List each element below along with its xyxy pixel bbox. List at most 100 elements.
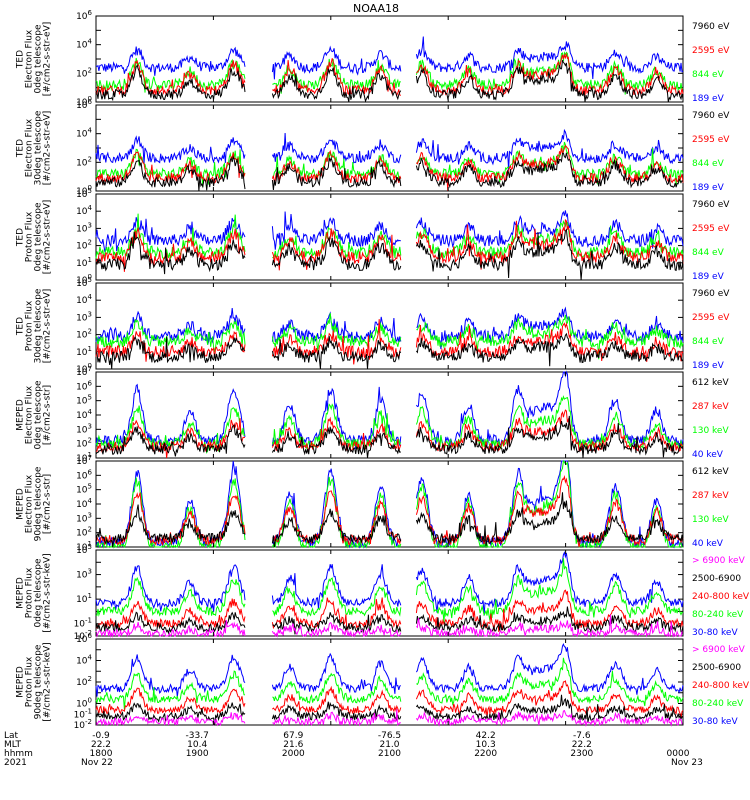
y-axis-label-line: [#/cm2-s-str-eV]	[43, 111, 53, 186]
x-tick-lat: -0.9	[92, 731, 110, 741]
y-tick-base: 10	[76, 296, 88, 306]
y-axis-label-line: TED	[16, 228, 26, 247]
y-tick-label: 103	[76, 310, 92, 323]
legend-entry: 844 eV	[692, 337, 725, 347]
y-axis-label-line: Proton Flux	[25, 211, 35, 262]
y-axis-label-line: 90deg telescope	[34, 466, 44, 541]
y-axis-label-line: Proton Flux	[25, 567, 35, 618]
y-tick-label: 106	[76, 632, 92, 645]
y-tick-base: 10	[76, 425, 88, 435]
y-tick-label: 104	[76, 654, 92, 667]
y-tick-exponent: 6	[88, 9, 93, 17]
y-tick-exponent: 4	[88, 654, 93, 662]
y-tick-label: 107	[76, 365, 92, 378]
y-tick-exponent: 5	[88, 483, 92, 491]
x-tick-hhmm: 2300	[570, 749, 593, 759]
legend-entry: 612 keV	[692, 378, 729, 388]
y-axis-label-line: Electron Flux	[25, 29, 35, 88]
y-tick-exponent: 5	[88, 276, 92, 284]
x-tick-hhmm: 2000	[282, 749, 305, 759]
y-axis-label-line: 0deg telescope	[34, 24, 44, 94]
y-tick-label: 101	[76, 256, 92, 269]
y-tick-base: 10	[76, 411, 88, 421]
y-axis-label-line: 90deg telescope	[34, 644, 44, 719]
x-tick-mlt: 22.2	[572, 740, 592, 750]
legend-entry: 240-800 keV	[692, 592, 750, 602]
legend-entry: 2595 eV	[692, 46, 730, 56]
series-2595-ev	[95, 218, 684, 272]
y-tick-label: 105	[76, 276, 92, 289]
y-tick-label: 104	[76, 497, 92, 510]
legend-entry: 189 eV	[692, 361, 725, 371]
y-tick-label: 10-1	[74, 707, 92, 720]
y-tick-label: 101	[76, 451, 92, 464]
y-tick-base: 10	[76, 514, 88, 524]
y-axis-label-line: [#/cm2-s-str-keV]	[43, 642, 53, 721]
y-axis-label: MEPEDProton Flux0deg telescope[#/cm2-s-s…	[16, 553, 53, 632]
x-axis-labels: LatMLThhmm2021-0.922.21800-33.710.419006…	[4, 731, 703, 768]
y-tick-exponent: 2	[88, 239, 92, 247]
y-tick-base: 10	[76, 12, 88, 22]
y-tick-exponent: 1	[88, 540, 92, 548]
panel-frame	[95, 282, 684, 370]
y-tick-exponent: -1	[85, 707, 92, 715]
y-tick-base: 10	[76, 471, 88, 481]
y-tick-label: 102	[76, 675, 92, 688]
figure-title: NOAA18	[353, 2, 399, 15]
y-tick-label: 103	[76, 568, 92, 581]
y-tick-label: 100	[76, 184, 92, 197]
y-tick-base: 10	[76, 454, 88, 464]
y-tick-exponent: 7	[88, 454, 92, 462]
y-axis-label-line: TED	[16, 317, 26, 336]
y-tick-label: 102	[76, 239, 92, 252]
y-axis-label: MEPEDElectron Flux0deg telescope[#/cm2-s…	[16, 380, 53, 450]
x-tick-lat: 67.9	[283, 731, 303, 741]
legend-entry: 2595 eV	[692, 224, 730, 234]
y-axis-label-line: [#/cm2-s-str-keV]	[43, 553, 53, 632]
y-tick-base: 10	[74, 710, 86, 720]
x-row-label: Lat	[4, 731, 19, 741]
y-axis-label-line: [#/cm2-s-str-eV]	[43, 22, 53, 97]
x-tick-hhmm: 0000	[667, 749, 690, 759]
y-tick-exponent: 6	[88, 379, 93, 387]
y-tick-base: 10	[76, 382, 88, 392]
y-axis-label-line: Proton Flux	[25, 656, 35, 707]
y-tick-label: 102	[76, 66, 92, 79]
y-tick-exponent: 3	[88, 422, 92, 430]
series-30-80-kev	[95, 551, 684, 616]
x-tick-hhmm: 1900	[186, 749, 209, 759]
series-240-800-kev	[95, 680, 684, 719]
y-tick-exponent: 1	[88, 345, 92, 353]
y-tick-label: 101	[76, 345, 92, 358]
date-end: Nov 23	[671, 758, 703, 768]
y-tick-exponent: 3	[88, 310, 92, 318]
y-tick-exponent: 6	[88, 632, 93, 640]
y-tick-label: 100	[76, 273, 92, 286]
x-row-label: 2021	[4, 758, 27, 768]
y-tick-base: 10	[76, 224, 88, 234]
y-tick-exponent: 0	[88, 95, 92, 103]
y-tick-base: 10	[76, 571, 88, 581]
y-tick-exponent: 1	[88, 592, 92, 600]
y-tick-label: 102	[76, 526, 92, 539]
y-tick-exponent: 7	[88, 365, 92, 373]
series-30-80-kev	[95, 642, 684, 698]
y-tick-exponent: 0	[88, 362, 92, 370]
legend-entry: 2595 eV	[692, 313, 730, 323]
y-tick-base: 10	[74, 620, 86, 630]
y-tick-base: 10	[76, 98, 88, 108]
y-tick-exponent: 1	[88, 256, 92, 264]
y-axis-label-line: Electron Flux	[25, 385, 35, 444]
y-tick-label: 100	[76, 95, 92, 108]
y-tick-base: 10	[76, 279, 88, 289]
series-612-kev	[95, 415, 684, 459]
y-tick-base: 10	[76, 440, 88, 450]
legend-entry: 2500-6900	[692, 663, 741, 673]
y-tick-base: 10	[74, 632, 86, 642]
y-tick-base: 10	[76, 158, 88, 168]
y-tick-label: 107	[76, 454, 92, 467]
